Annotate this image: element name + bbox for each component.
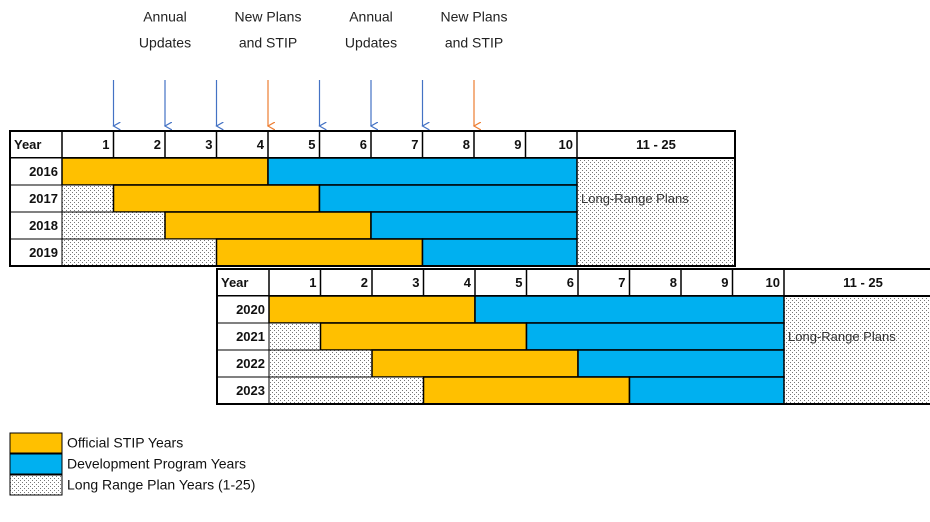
stip-bar [319, 322, 528, 351]
stip-bar [215, 238, 424, 267]
stip-bar [268, 295, 476, 324]
development-bar [421, 238, 578, 267]
long-range-before [61, 184, 114, 213]
year-cell [9, 238, 63, 267]
legend-swatch [9, 453, 63, 475]
long-range-label: Long-Range Plans [581, 191, 689, 206]
header-cell: 5 [308, 137, 315, 152]
stip-bar [61, 157, 269, 186]
year-label: 2019 [29, 245, 58, 260]
annotation-text: Annual [143, 9, 187, 25]
schedule-table: Long-Range Plans Year 1 2 3 4 5 6 7 8 9 10 11 - 25 20… [9, 130, 736, 267]
development-bar [474, 295, 785, 324]
year-cell [216, 376, 270, 405]
header-cell: 11 - 25 [636, 137, 676, 152]
header-cell: 6 [567, 275, 574, 290]
annotation-text: New Plans [235, 9, 302, 25]
year-label: 2022 [236, 356, 265, 371]
development-bar [370, 211, 578, 240]
long-range-area [576, 157, 736, 267]
year-label: 2023 [236, 383, 265, 398]
annotation-text: Annual [349, 9, 393, 25]
legend-label: Development Program Years [67, 456, 246, 472]
header-cell: 10 [766, 275, 780, 290]
header-cell: 7 [618, 275, 625, 290]
long-range-before [268, 322, 321, 351]
development-bar [318, 184, 578, 213]
stip-bar [164, 211, 372, 240]
header-cell: 3 [412, 275, 419, 290]
header-cell: 6 [360, 137, 367, 152]
schedule-table: Long-Range Plans Year 1 2 3 4 5 6 7 8 9 10 11 - 25 20… [216, 268, 930, 405]
long-range-before [61, 211, 166, 240]
annotation-text: Updates [139, 35, 191, 51]
legend-label: Official STIP Years [67, 435, 183, 451]
annotation-text: Updates [345, 35, 397, 51]
table-border [216, 268, 930, 405]
header-cell: 4 [464, 275, 472, 290]
development-bar [525, 322, 785, 351]
header-cell: Year [14, 137, 41, 152]
header-cell: 5 [515, 275, 522, 290]
stip-bar [371, 349, 579, 378]
annotation-text: New Plans [441, 9, 508, 25]
long-range-label: Long-Range Plans [788, 329, 896, 344]
year-label: 2016 [29, 164, 58, 179]
header-cell: Year [221, 275, 248, 290]
header-cell: 8 [670, 275, 677, 290]
header-cell: 2 [154, 137, 161, 152]
header-cell: 9 [514, 137, 521, 152]
annotation-text: and STIP [239, 35, 297, 51]
year-label: 2020 [236, 302, 265, 317]
table-border [9, 130, 736, 267]
long-range-before [61, 238, 217, 267]
long-range-before [268, 376, 424, 405]
development-bar [267, 157, 578, 186]
header-cell: 3 [205, 137, 212, 152]
development-bar [628, 376, 785, 405]
header-cell: 4 [257, 137, 265, 152]
header-cell: 8 [463, 137, 470, 152]
header-cell: 11 - 25 [843, 275, 883, 290]
long-range-area [783, 295, 930, 405]
long-range-before [268, 349, 373, 378]
year-label: 2017 [29, 191, 58, 206]
legend-swatch [9, 432, 63, 454]
header-cell: 1 [309, 275, 316, 290]
legend-label: Long Range Plan Years (1-25) [67, 477, 255, 493]
header-cell: 9 [721, 275, 728, 290]
annotation-text: and STIP [445, 35, 503, 51]
header-cell: 2 [361, 275, 368, 290]
header-cell: 10 [559, 137, 573, 152]
stip-bar [112, 184, 321, 213]
development-bar [577, 349, 785, 378]
header-cell: 7 [411, 137, 418, 152]
legend-swatch [9, 474, 63, 496]
header-cell: 1 [102, 137, 109, 152]
year-label: 2021 [236, 329, 265, 344]
stip-bar [422, 376, 631, 405]
year-label: 2018 [29, 218, 58, 233]
